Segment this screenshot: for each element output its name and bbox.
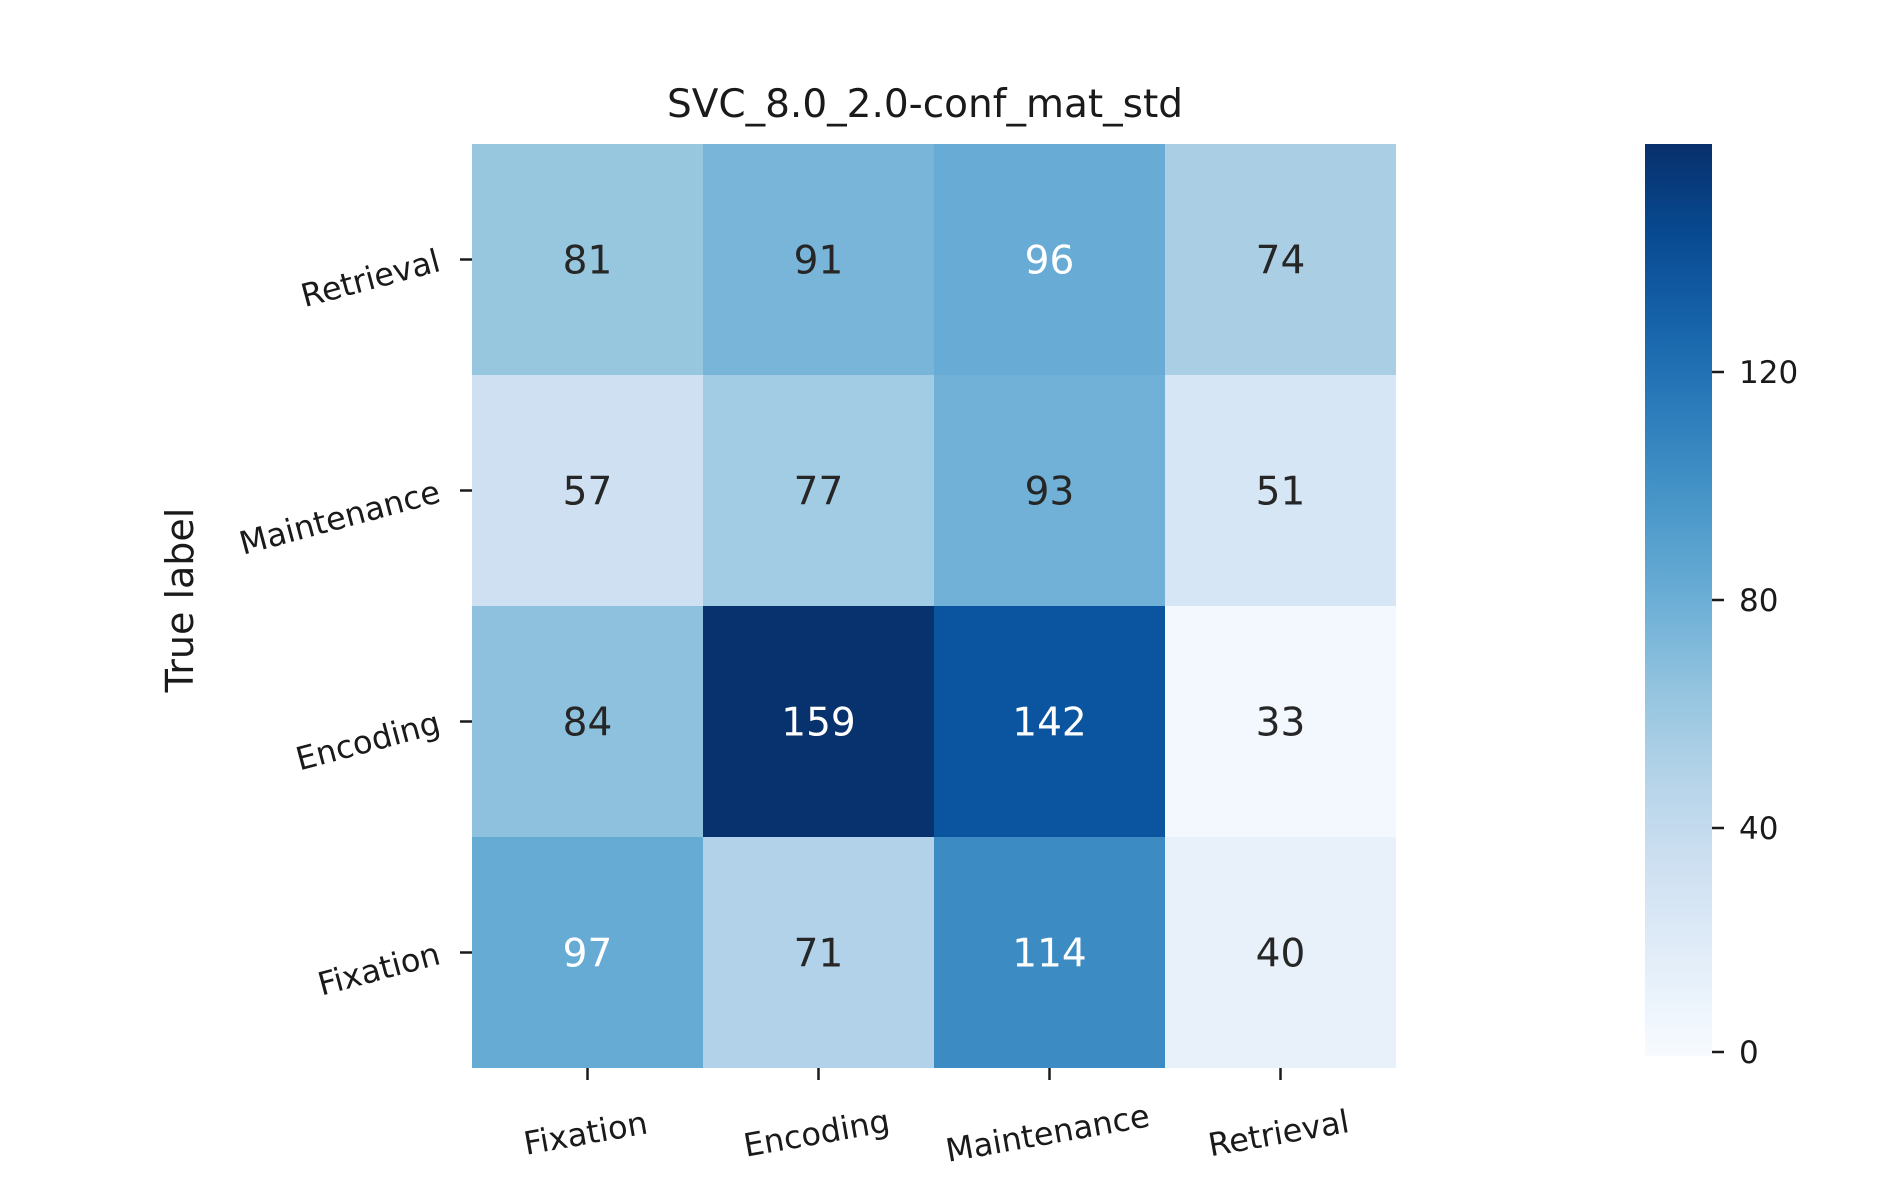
chart-title: SVC_8.0_2.0-conf_mat_std bbox=[667, 82, 1183, 127]
colorbar-tick-label: 120 bbox=[1739, 355, 1798, 391]
heatmap-cell bbox=[703, 837, 934, 1068]
heatmap-cell bbox=[703, 606, 934, 837]
x-axis: Fixation Encoding Maintenance Retrieval bbox=[521, 1068, 1352, 1170]
heatmap-cell bbox=[472, 837, 703, 1068]
cell-value-label: 96 bbox=[1025, 239, 1075, 284]
y-tick-label: Retrieval bbox=[297, 242, 444, 316]
cell-value-label: 159 bbox=[781, 701, 855, 746]
heatmap-cell bbox=[934, 144, 1165, 375]
cell-value-label: 93 bbox=[1025, 470, 1075, 515]
cell-value-label: 142 bbox=[1012, 701, 1086, 746]
cell-value-label: 74 bbox=[1256, 239, 1306, 284]
heatmap-cell bbox=[703, 144, 934, 375]
y-axis: Retrieval Maintenance Encoding Fixation bbox=[235, 242, 472, 1004]
heatmap-cell bbox=[1165, 144, 1396, 375]
heatmap-cell bbox=[472, 606, 703, 837]
cell-value-label: 84 bbox=[563, 701, 613, 746]
heatmap-cell bbox=[934, 606, 1165, 837]
cell-value-label: 51 bbox=[1256, 470, 1306, 515]
heatmap-cell bbox=[1165, 375, 1396, 606]
heatmap-cell bbox=[934, 837, 1165, 1068]
heatmap-cell-labels: 81 91 96 74 57 77 93 51 84 159 142 33 97 71 114 40 bbox=[563, 239, 1306, 977]
cell-value-label: 77 bbox=[794, 470, 844, 515]
y-axis-label: True label bbox=[158, 508, 202, 694]
heatmap-cell bbox=[934, 375, 1165, 606]
x-tick-label: Encoding bbox=[741, 1102, 893, 1165]
colorbar-tick-label: 0 bbox=[1739, 1035, 1759, 1071]
colorbar-tick-label: 80 bbox=[1739, 583, 1778, 619]
x-tick-label: Retrieval bbox=[1205, 1102, 1352, 1164]
cell-value-label: 57 bbox=[563, 470, 613, 515]
colorbar bbox=[1645, 144, 1712, 1056]
y-tick-label: Encoding bbox=[292, 704, 444, 779]
colorbar-tick-label: 40 bbox=[1739, 811, 1778, 847]
heatmap-cell bbox=[1165, 606, 1396, 837]
heatmap-cell bbox=[472, 375, 703, 606]
cell-value-label: 97 bbox=[563, 932, 613, 977]
y-tick-label: Maintenance bbox=[235, 473, 444, 563]
heatmap-cell bbox=[472, 144, 703, 375]
y-tick-label: Fixation bbox=[314, 935, 444, 1004]
x-tick-label: Fixation bbox=[521, 1104, 651, 1163]
heatmap-cells bbox=[472, 144, 1396, 1068]
cell-value-label: 114 bbox=[1012, 932, 1086, 977]
heatmap-cell bbox=[703, 375, 934, 606]
cell-value-label: 33 bbox=[1256, 701, 1306, 746]
heatmap-cell bbox=[1165, 837, 1396, 1068]
cell-value-label: 91 bbox=[794, 239, 844, 284]
colorbar-ticks: 0 40 80 120 bbox=[1712, 355, 1798, 1071]
cell-value-label: 40 bbox=[1256, 932, 1306, 977]
cell-value-label: 81 bbox=[563, 239, 613, 284]
cell-value-label: 71 bbox=[794, 932, 844, 977]
x-tick-label: Maintenance bbox=[943, 1097, 1153, 1170]
